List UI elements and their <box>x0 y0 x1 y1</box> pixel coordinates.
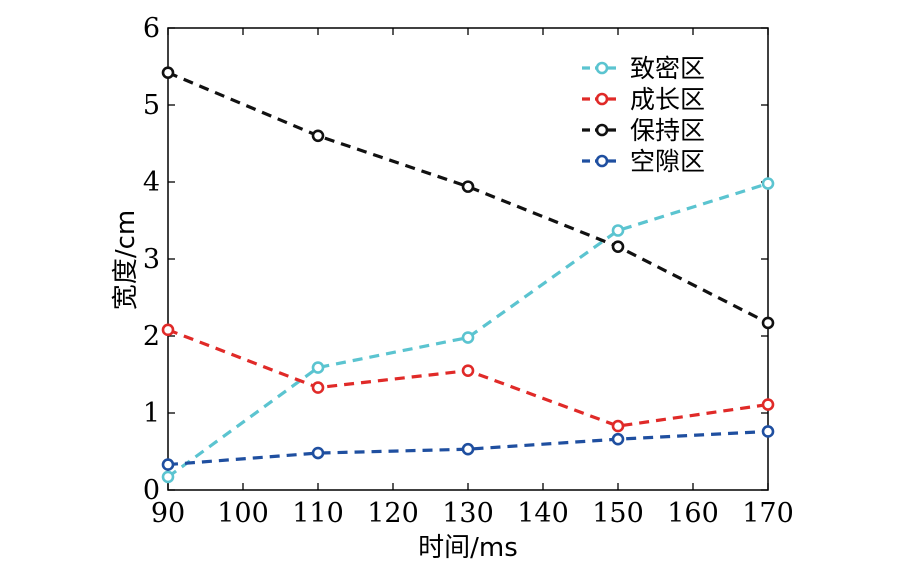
x-tick-label: 90 <box>151 498 185 529</box>
data-point <box>311 361 325 374</box>
series-layer <box>161 66 775 484</box>
data-point <box>611 432 625 446</box>
data-point <box>311 129 325 143</box>
data-point <box>161 66 175 79</box>
x-tick-label: 150 <box>592 498 644 529</box>
legend-label: 成长区 <box>630 85 705 114</box>
data-point <box>761 398 775 411</box>
series-1 <box>161 177 775 484</box>
series-line <box>167 71 769 325</box>
data-point <box>611 240 625 253</box>
data-point <box>461 331 475 344</box>
series-3 <box>161 66 775 330</box>
data-point <box>311 446 325 460</box>
series-2 <box>161 323 775 433</box>
y-tick-label: 1 <box>143 398 160 429</box>
series-line <box>167 182 769 479</box>
data-point <box>311 381 325 394</box>
x-tick-label: 130 <box>442 498 494 529</box>
x-tick-label: 100 <box>217 498 269 529</box>
legend-marker <box>595 61 609 75</box>
y-tick-label: 2 <box>143 321 160 352</box>
x-tick-label: 140 <box>517 498 569 529</box>
data-point <box>461 180 475 193</box>
data-point <box>761 177 775 190</box>
y-tick-label: 0 <box>143 475 160 506</box>
y-tick-label: 4 <box>143 167 160 198</box>
data-point <box>461 364 475 377</box>
legend-entry: 成长区 <box>582 85 705 114</box>
legend-label: 致密区 <box>630 54 705 83</box>
y-tick-label: 5 <box>143 90 160 121</box>
x-tick-label: 170 <box>742 498 794 529</box>
data-point <box>161 323 175 337</box>
data-point <box>461 442 475 456</box>
data-point <box>761 316 775 330</box>
series-line <box>167 429 769 467</box>
axes: 90 100 110 120 130 140 150 160 170 0 1 2 3 4 5 6 <box>143 13 794 529</box>
legend-marker <box>595 123 609 137</box>
legend-label: 保持区 <box>630 116 705 145</box>
legend-marker <box>595 92 609 106</box>
y-tick-label: 3 <box>143 244 160 275</box>
y-tick-label: 6 <box>143 13 160 44</box>
x-axis-label: 时间/ms <box>418 533 518 563</box>
x-tick-label: 120 <box>367 498 419 529</box>
data-point <box>761 425 775 438</box>
data-point <box>611 224 625 237</box>
legend-marker <box>595 154 609 168</box>
data-point <box>161 470 175 484</box>
legend-entry: 致密区 <box>582 54 705 83</box>
legend-entry: 空隙区 <box>582 147 705 176</box>
x-tick-label: 160 <box>667 498 719 529</box>
data-point <box>161 458 175 471</box>
legend-entry: 保持区 <box>582 116 705 145</box>
legend-label: 空隙区 <box>630 147 705 176</box>
x-tick-label: 110 <box>292 498 344 529</box>
series-4 <box>161 425 775 471</box>
data-point <box>611 419 625 433</box>
y-axis-label: 宽度/cm <box>111 210 141 310</box>
